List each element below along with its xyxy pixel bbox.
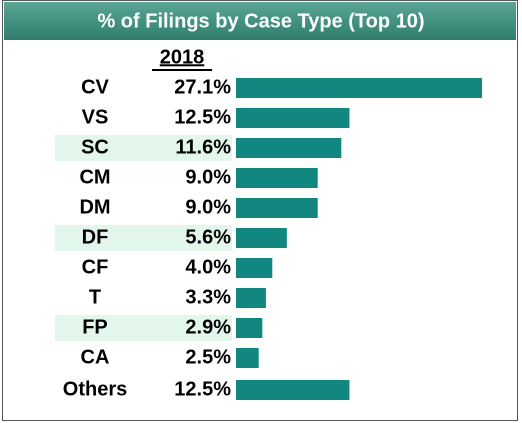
title-bar — [4, 2, 516, 40]
column-header: 2018 — [160, 46, 205, 68]
value-label: 12.5% — [174, 378, 231, 400]
bar — [236, 288, 266, 308]
category-label: CV — [81, 76, 109, 98]
value-label: 5.6% — [185, 226, 231, 248]
value-label: 9.0% — [185, 196, 231, 218]
category-label: CF — [82, 256, 109, 278]
value-label: 4.0% — [185, 256, 231, 278]
row-highlight — [55, 315, 232, 341]
bar — [236, 108, 350, 128]
bar — [236, 228, 287, 248]
category-label: FP — [82, 316, 108, 338]
category-label: VS — [82, 106, 109, 128]
row-highlight — [55, 135, 232, 161]
bar — [236, 78, 482, 98]
value-label: 2.9% — [185, 316, 231, 338]
chart-title: % of Filings by Case Type (Top 10) — [97, 10, 424, 32]
value-label: 27.1% — [174, 76, 231, 98]
value-label: 11.6% — [175, 136, 231, 158]
bar — [236, 318, 263, 338]
value-label: 2.5% — [185, 346, 231, 368]
category-label: SC — [81, 136, 109, 158]
bar — [236, 348, 259, 368]
bar — [236, 198, 318, 218]
category-label: T — [89, 286, 101, 308]
category-label: CA — [81, 346, 110, 368]
row-highlight — [55, 225, 232, 251]
value-label: 12.5% — [174, 106, 231, 128]
value-label: 9.0% — [185, 166, 231, 188]
category-label: Others — [63, 378, 127, 400]
bar — [236, 168, 318, 188]
category-label: CM — [79, 166, 110, 188]
value-label: 3.3% — [185, 286, 231, 308]
category-label: DM — [79, 196, 110, 218]
bar — [236, 258, 273, 278]
category-label: DF — [82, 226, 109, 248]
bar — [236, 138, 342, 158]
bar — [236, 380, 350, 400]
